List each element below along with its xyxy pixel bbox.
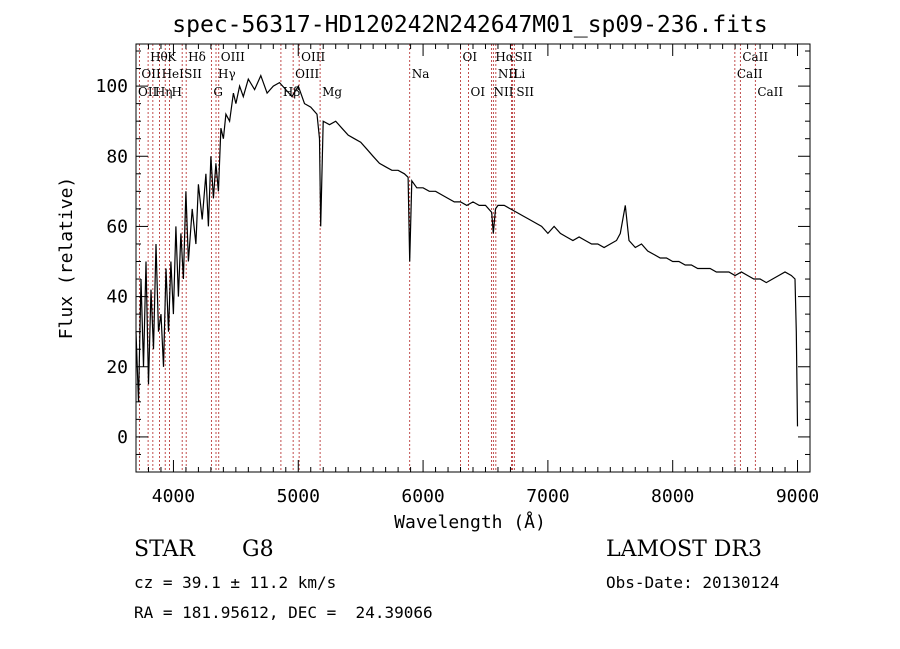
- object-type: STAR: [134, 537, 195, 562]
- line-label: NII: [498, 67, 518, 81]
- line-label: H: [171, 85, 181, 99]
- x-axis-label: Wavelength (Å): [394, 511, 546, 533]
- y-tick-label: 0: [117, 427, 128, 448]
- line-label: CaII: [737, 67, 763, 81]
- line-marks: [138, 44, 756, 472]
- y-axis: 0 20 40 60 80 100: [95, 50, 810, 473]
- line-label: CaII: [742, 50, 768, 64]
- line-label: Hγ: [218, 67, 236, 81]
- y-tick-label: 60: [106, 216, 128, 237]
- line-label: Li: [513, 67, 525, 81]
- y-tick-label: 100: [95, 76, 128, 97]
- line-label: NII: [493, 85, 513, 99]
- x-tick-label: 6000: [401, 486, 444, 507]
- plot-frame: [135, 43, 811, 473]
- y-tick-label: 20: [106, 357, 128, 378]
- line-label: SII: [184, 67, 202, 81]
- chart-title: spec-56317-HD120242N242647M01_sp09-236.f…: [172, 12, 767, 38]
- subclass: G8: [242, 537, 274, 562]
- x-axis: 4000 5000 6000 7000 8000 9000: [135, 44, 819, 507]
- line-label: Hθ: [150, 50, 168, 64]
- line-label: OIII: [295, 67, 319, 81]
- line-label: K: [167, 50, 177, 64]
- line-label: HeI: [162, 67, 185, 81]
- line-label: G: [213, 85, 223, 99]
- line-label: SII: [516, 85, 534, 99]
- line-label: Hη: [155, 85, 173, 99]
- x-tick-label: 8000: [651, 486, 694, 507]
- line-label: Hβ: [283, 85, 300, 99]
- line-label: OII: [141, 67, 161, 81]
- line-label: OI: [463, 50, 478, 64]
- x-tick-label: 7000: [526, 486, 569, 507]
- line-label: Hδ: [188, 50, 206, 64]
- spectrum-line: [135, 73, 799, 427]
- obs-date: Obs-Date: 20130124: [606, 573, 780, 592]
- y-tick-label: 80: [106, 146, 128, 167]
- line-label: Na: [412, 67, 430, 81]
- y-axis-label: Flux (relative): [56, 177, 77, 340]
- line-label: Hα: [495, 50, 514, 64]
- coordinates: RA = 181.95612, DEC = 24.39066: [134, 603, 433, 622]
- line-label: OI: [471, 85, 486, 99]
- line-label: OIII: [221, 50, 245, 64]
- x-tick-label: 4000: [152, 486, 195, 507]
- velocity-readout: cz = 39.1 ± 11.2 km/s: [134, 573, 337, 592]
- x-tick-label: 5000: [277, 486, 320, 507]
- line-label: CaII: [757, 85, 783, 99]
- line-label: SII: [515, 50, 533, 64]
- line-label: OII: [138, 85, 158, 99]
- line-label: OIII: [301, 50, 325, 64]
- x-tick-label: 9000: [776, 486, 819, 507]
- survey-name: LAMOST DR3: [606, 537, 762, 562]
- y-tick-label: 40: [106, 287, 128, 308]
- line-label: Mg: [322, 85, 342, 99]
